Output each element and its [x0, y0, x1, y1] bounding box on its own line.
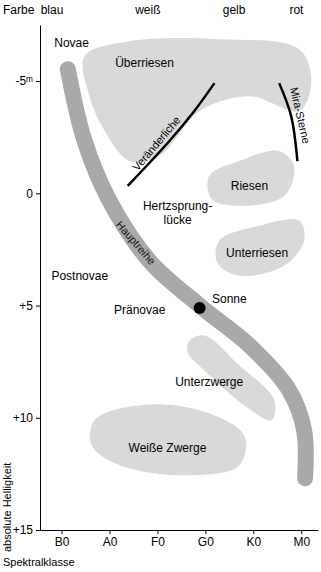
x-axis-tick-mark — [110, 530, 111, 534]
y-axis-tick-label: -5ᵐ — [15, 74, 33, 88]
diagram-label-line: Hertzsprung- — [143, 199, 212, 213]
y-axis-tick: 0 — [26, 187, 40, 201]
band-label: Hauptreihe — [114, 218, 158, 267]
plot-marks — [68, 38, 311, 478]
x-axis-tick-mark — [301, 530, 302, 534]
diagram-label: Postnovae — [51, 269, 108, 283]
color-axis-label: blau — [41, 3, 64, 17]
x-axis-tick-mark — [62, 530, 63, 534]
diagram-label-line: Pränovae — [114, 303, 166, 317]
x-axis-tick-label: G0 — [198, 535, 214, 549]
y-axis-tick-mark — [36, 418, 40, 419]
hr-diagram: Überriesen Riesen Unterriesen Unterzwerge We… — [0, 0, 321, 572]
y-axis-tick: -5ᵐ — [15, 74, 40, 88]
y-axis-tick: +10 — [13, 411, 40, 425]
x-axis-tick-label: A0 — [103, 535, 118, 549]
y-axis: -5ᵐ 0 +5 +10 +15 — [13, 26, 41, 538]
x-axis-title: Spektralklasse — [3, 556, 75, 568]
color-axis-label: weiß — [134, 3, 160, 17]
diagram-label: Hertzsprung-lücke — [143, 199, 212, 227]
region-area — [215, 219, 304, 276]
boundary-line — [128, 83, 215, 186]
diagram-label-line: Novae — [54, 36, 89, 50]
x-axis-tick: K0 — [246, 530, 261, 549]
y-axis-tick-mark — [36, 81, 40, 82]
y-axis-line — [40, 26, 41, 531]
diagram-label-line: Postnovae — [51, 269, 108, 283]
y-axis-tick-label: +15 — [13, 523, 34, 537]
diagram-label: Novae — [54, 36, 89, 50]
x-axis-tick: B0 — [55, 530, 70, 549]
diagram-label: Pränovae — [114, 303, 166, 317]
x-axis-tick-mark — [205, 530, 206, 534]
y-axis-title: absolute Helligkeit — [1, 463, 13, 552]
y-axis-tick-mark — [36, 193, 40, 194]
y-axis-tick-label: +10 — [13, 411, 34, 425]
x-axis-tick-label: M0 — [293, 535, 310, 549]
diagram-label-line: lücke — [164, 213, 192, 227]
region-label: Unterriesen — [226, 246, 288, 260]
x-axis-tick-label: B0 — [55, 535, 70, 549]
y-axis-tick: +15 — [13, 523, 40, 537]
region-label: Unterzwerge — [175, 375, 243, 389]
region-area — [207, 150, 294, 206]
region-label: Überriesen — [115, 56, 174, 70]
x-axis-tick: A0 — [103, 530, 118, 549]
plot-labels: Überriesen Riesen Unterriesen Unterzwerge We… — [51, 36, 312, 455]
y-axis-tick-mark — [36, 530, 40, 531]
color-axis-title: Farbe — [3, 3, 35, 17]
boundary-label: Veränderliche — [130, 114, 183, 173]
x-axis-line — [41, 530, 319, 531]
x-axis-tick: F0 — [151, 530, 165, 549]
y-axis-tick-label: 0 — [26, 187, 33, 201]
region-label: Riesen — [231, 179, 268, 193]
y-axis-tick: +5 — [19, 299, 40, 313]
y-axis-tick-mark — [36, 306, 40, 307]
x-axis-tick: G0 — [198, 530, 214, 549]
color-axis-label: gelb — [223, 3, 246, 17]
color-axis-label: rot — [289, 3, 304, 17]
x-axis-tick-label: K0 — [246, 535, 261, 549]
region-label: Weiße Zwerge — [129, 441, 207, 455]
x-axis-tick-label: F0 — [151, 535, 165, 549]
y-axis-tick-label: +5 — [19, 299, 33, 313]
boundary-label: Mira-Sterne — [288, 86, 313, 145]
region-area — [90, 404, 246, 475]
x-axis-tick-mark — [157, 530, 158, 534]
region-area — [82, 38, 311, 162]
point-label: Sonne — [212, 292, 247, 306]
x-axis-tick-mark — [253, 530, 254, 534]
x-axis: B0 A0 F0 G0 K0 M0 — [41, 530, 319, 549]
chart-container: Überriesen Riesen Unterriesen Unterzwerge We… — [0, 0, 321, 572]
star-point — [194, 302, 206, 314]
x-axis-tick: M0 — [293, 530, 310, 549]
